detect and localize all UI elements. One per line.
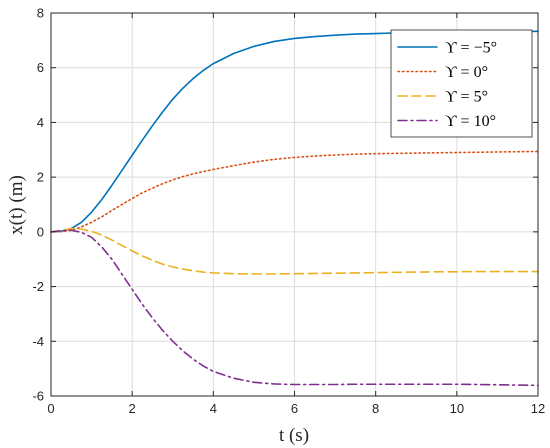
legend-label-4: ϒ = 10° (445, 113, 496, 130)
legend-label-2: ϒ = 0° (445, 64, 488, 81)
y-tick-label: 4 (37, 115, 44, 130)
y-axis-label: x(t) (m) (6, 175, 27, 235)
x-axis-label: t (s) (279, 425, 309, 446)
y-tick-label: -6 (32, 389, 44, 404)
x-tick-label: 10 (450, 401, 464, 416)
x-tick-label: 6 (291, 401, 298, 416)
tick-labels: 0 2 4 6 8 10 12 -6 -4 -2 0 2 4 6 8 (32, 6, 545, 417)
series-line-2 (50, 150, 539, 233)
legend: ϒ = −5° ϒ = 0° ϒ = 5° ϒ = 10° (390, 29, 533, 138)
y-tick-label: 6 (37, 60, 44, 75)
legend-label-3: ϒ = 5° (445, 89, 488, 106)
y-tick-label: 2 (37, 170, 44, 185)
x-tick-label: 2 (129, 401, 136, 416)
y-tick-label: -2 (32, 279, 44, 294)
series-line-3 (50, 227, 539, 275)
axis-ticks (50, 12, 539, 397)
x-tick-label: 4 (210, 401, 217, 416)
legend-box (390, 29, 533, 138)
y-tick-label: 8 (37, 6, 44, 21)
y-tick-label: 0 (37, 224, 44, 239)
legend-label-1: ϒ = −5° (445, 40, 497, 57)
series-line-4 (50, 229, 539, 387)
x-tick-label: 12 (531, 401, 545, 416)
x-tick-label: 8 (372, 401, 379, 416)
y-tick-label: -4 (32, 334, 44, 349)
x-tick-label: 0 (47, 401, 54, 416)
